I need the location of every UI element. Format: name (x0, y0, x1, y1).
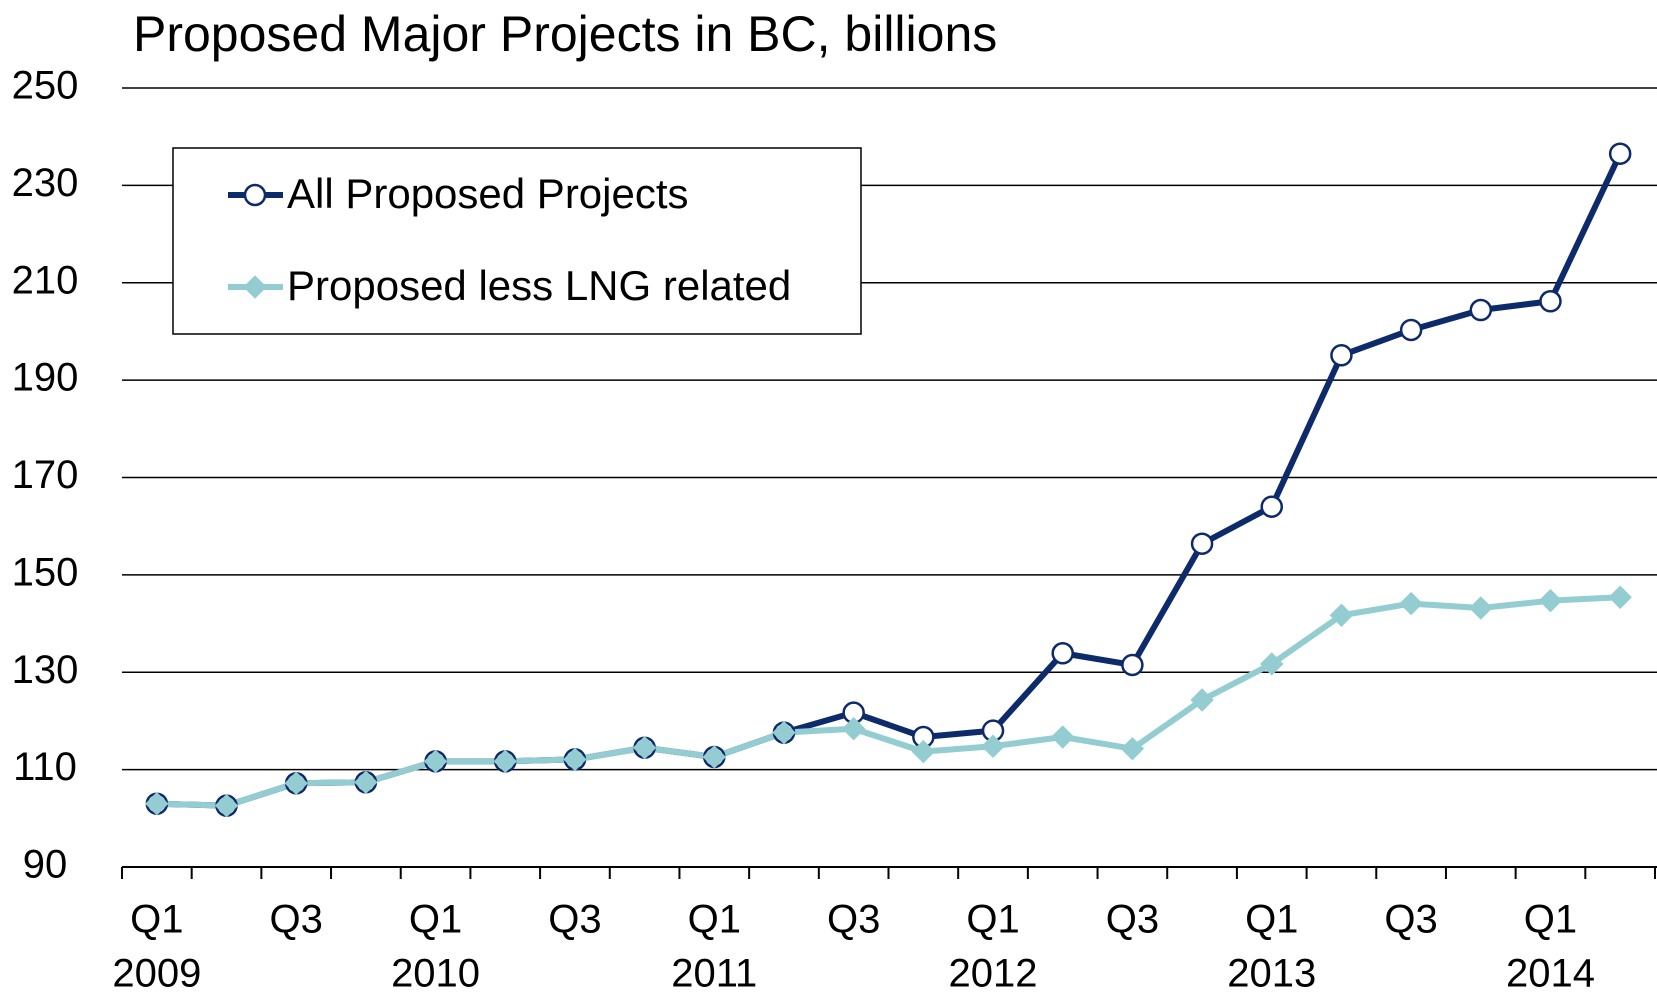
data-point (1608, 585, 1632, 609)
data-point (423, 749, 448, 774)
data-point (214, 793, 239, 818)
y-tick-label: 250 (12, 64, 79, 108)
x-tick-label: Q1 (130, 898, 183, 942)
x-tick-label: Q3 (827, 898, 880, 942)
y-tick-label: 110 (13, 745, 77, 789)
data-point (1121, 653, 1144, 677)
data-point (493, 749, 517, 774)
y-tick-label: 170 (12, 453, 79, 497)
data-point (284, 771, 308, 795)
data-point (1469, 298, 1493, 322)
x-tick-label: Q3 (1106, 898, 1159, 942)
y-tick-label: 190 (12, 356, 79, 400)
legend-label: All Proposed Projects (287, 170, 689, 217)
data-point (1330, 344, 1353, 367)
legend-label: Proposed less LNG related (287, 262, 791, 309)
x-tick-label: Q3 (270, 898, 323, 942)
data-point (563, 747, 587, 772)
chart-title: Proposed Major Projects in BC, billions (133, 6, 997, 62)
data-point (1608, 142, 1632, 165)
data-point (1190, 688, 1214, 712)
x-tick-label: Q3 (548, 898, 601, 942)
data-point (911, 739, 936, 764)
x-tick-label: Q1 (409, 898, 462, 942)
x-tick-label: Q1 (966, 898, 1019, 942)
series-line (156, 594, 1621, 809)
legend-box (172, 147, 862, 335)
x-tick-label: Q3 (1384, 898, 1437, 942)
data-point (1538, 588, 1563, 613)
data-point (981, 734, 1005, 758)
data-point (1399, 591, 1423, 616)
data-point (841, 717, 866, 741)
x-year-label: 2012 (949, 952, 1038, 996)
y-tick-label: 150 (12, 550, 79, 594)
data-point (1539, 290, 1562, 313)
data-point (1260, 495, 1283, 518)
y-tick-label: 130 (12, 648, 79, 692)
data-point (1260, 652, 1284, 676)
legend-marker (243, 183, 267, 207)
data-point (1190, 532, 1214, 555)
data-point (772, 720, 796, 745)
data-point (1051, 642, 1074, 665)
y-tick-label: 210 (12, 258, 79, 302)
x-year-label: 2011 (671, 952, 757, 996)
x-year-label: 2010 (391, 952, 480, 996)
data-point (1469, 596, 1493, 620)
x-tick-label: Q1 (1245, 898, 1298, 942)
y-tick-label: 90 (23, 843, 68, 887)
y-tick-label: 230 (12, 161, 79, 205)
x-tick-label: Q1 (1524, 898, 1577, 942)
x-year-label: 2009 (112, 952, 201, 996)
data-point (702, 745, 727, 769)
data-point (1120, 736, 1145, 761)
data-point (632, 736, 657, 760)
data-point (1329, 603, 1354, 627)
x-year-label: 2014 (1506, 952, 1595, 996)
legend-marker (243, 275, 267, 299)
data-point (354, 770, 378, 794)
data-point (1050, 725, 1075, 749)
x-year-label: 2013 (1227, 952, 1316, 996)
data-point (1399, 318, 1423, 342)
x-tick-label: Q1 (688, 898, 741, 942)
data-point (145, 791, 169, 816)
